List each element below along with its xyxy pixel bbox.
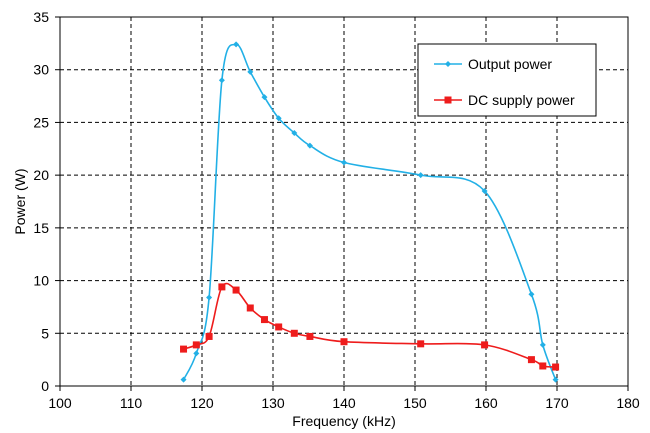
y-tick-label: 10 — [33, 273, 49, 289]
legend-marker-output-power — [445, 61, 451, 67]
y-tick-label: 30 — [33, 62, 49, 78]
data-point-dc-supply-power — [539, 362, 547, 370]
data-point-output-power — [206, 294, 213, 301]
data-point-dc-supply-power — [481, 341, 489, 349]
x-tick-label: 180 — [616, 395, 640, 411]
legend-label-dc-supply-power: DC supply power — [468, 92, 575, 108]
legend-marker-dc-supply-power — [444, 96, 452, 104]
x-tick-label: 170 — [545, 395, 569, 411]
x-tick-label: 120 — [190, 395, 214, 411]
data-point-dc-supply-power — [218, 283, 226, 291]
data-point-dc-supply-power — [527, 356, 535, 364]
x-tick-label: 140 — [332, 395, 356, 411]
x-tick-label: 160 — [474, 395, 498, 411]
data-point-dc-supply-power — [192, 341, 200, 349]
y-tick-label: 15 — [33, 220, 49, 236]
y-tick-label: 0 — [41, 378, 49, 394]
data-point-dc-supply-power — [232, 286, 240, 294]
legend: Output power DC supply power — [417, 43, 597, 117]
data-point-output-power — [539, 341, 546, 348]
y-tick-label: 25 — [33, 114, 49, 130]
data-point-dc-supply-power — [290, 329, 298, 337]
data-point-output-power — [552, 376, 559, 383]
series-output-power — [180, 41, 559, 383]
y-tick-label: 35 — [33, 9, 49, 25]
data-point-output-power — [218, 77, 225, 84]
series-dc-supply-power — [180, 282, 560, 371]
data-point-output-power — [306, 142, 313, 149]
data-point-output-power — [247, 68, 254, 75]
data-point-output-power — [193, 350, 200, 357]
data-point-dc-supply-power — [260, 316, 268, 324]
x-axis-title: Frequency (kHz) — [292, 413, 395, 429]
series-group — [180, 41, 560, 383]
x-tick-label: 110 — [120, 395, 143, 411]
legend-box — [417, 43, 597, 117]
x-tick-label: 150 — [403, 395, 427, 411]
x-tick-label: 100 — [48, 395, 72, 411]
legend-marker-shape — [445, 61, 451, 67]
y-axis-title: Power (W) — [12, 168, 28, 234]
data-point-dc-supply-power — [306, 332, 314, 340]
data-point-dc-supply-power — [180, 345, 188, 353]
data-point-output-power — [417, 172, 424, 179]
data-point-dc-supply-power — [205, 332, 213, 340]
data-point-dc-supply-power — [246, 304, 254, 312]
data-point-output-power — [528, 291, 535, 298]
data-point-output-power — [481, 187, 488, 194]
data-point-dc-supply-power — [340, 338, 348, 346]
y-tick-label: 5 — [41, 325, 49, 341]
grid — [60, 17, 628, 386]
data-point-output-power — [275, 115, 282, 122]
y-tick-label: 20 — [33, 167, 49, 183]
legend-label-output-power: Output power — [468, 56, 552, 72]
data-point-output-power — [233, 41, 240, 48]
data-point-output-power — [180, 376, 187, 383]
data-point-output-power — [341, 159, 347, 166]
data-point-output-power — [291, 129, 298, 136]
data-point-dc-supply-power — [552, 363, 560, 371]
series-line-dc-supply-power — [183, 282, 556, 368]
x-tick-label: 130 — [261, 395, 285, 411]
series-line-output-power — [182, 43, 557, 381]
legend-marker-shape — [444, 96, 452, 104]
data-point-dc-supply-power — [275, 323, 283, 331]
data-point-output-power — [261, 94, 268, 101]
data-point-dc-supply-power — [417, 340, 425, 348]
axis-ticks: 100 110 120 130 140 150 160 170 180 0 5 10 15 20 25 30 3… — [33, 9, 639, 411]
